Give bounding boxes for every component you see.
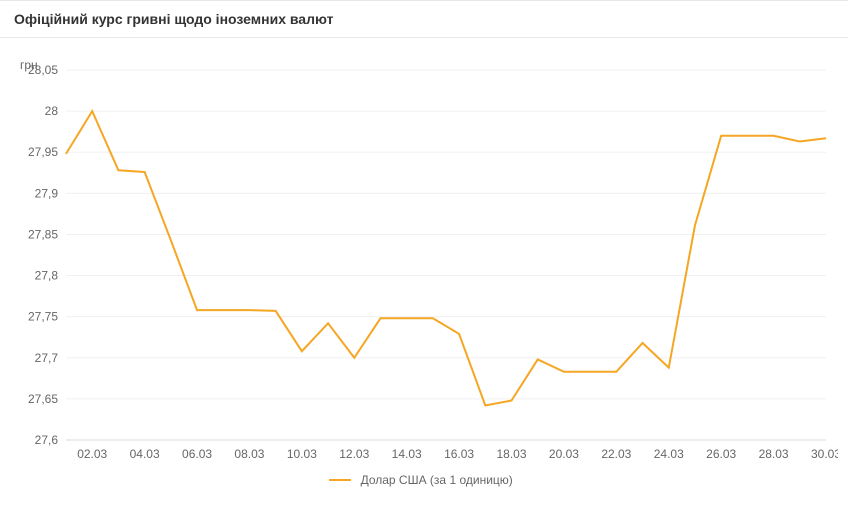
svg-text:27,6: 27,6 <box>35 433 59 447</box>
svg-text:24.03: 24.03 <box>654 447 684 461</box>
yaxis-title: грн <box>20 58 38 72</box>
chart-container: грн 27,6 27,65 27,7 27,75 27,8 27,85 27,9 27,95… <box>0 38 848 478</box>
svg-text:28.03: 28.03 <box>759 447 789 461</box>
svg-text:27,85: 27,85 <box>28 227 58 241</box>
svg-text:27,9: 27,9 <box>35 186 59 200</box>
line-chart: 27,6 27,65 27,7 27,75 27,8 27,85 27,9 27,95 28 28… <box>10 58 838 466</box>
svg-text:16.03: 16.03 <box>444 447 474 461</box>
svg-text:14.03: 14.03 <box>392 447 422 461</box>
svg-text:10.03: 10.03 <box>287 447 317 461</box>
series-line <box>66 111 826 405</box>
svg-text:06.03: 06.03 <box>182 447 212 461</box>
svg-text:22.03: 22.03 <box>601 447 631 461</box>
svg-text:27,65: 27,65 <box>28 392 58 406</box>
svg-text:28: 28 <box>45 104 59 118</box>
svg-text:27,8: 27,8 <box>35 269 59 283</box>
svg-text:27,7: 27,7 <box>35 351 59 365</box>
svg-text:08.03: 08.03 <box>234 447 264 461</box>
svg-text:18.03: 18.03 <box>497 447 527 461</box>
chart-title: Офіційний курс гривні щодо іноземних вал… <box>14 11 834 27</box>
svg-text:02.03: 02.03 <box>77 447 107 461</box>
svg-text:27,95: 27,95 <box>28 145 58 159</box>
svg-text:26.03: 26.03 <box>706 447 736 461</box>
legend-label: Долар США (за 1 одиницю) <box>361 473 513 487</box>
svg-text:20.03: 20.03 <box>549 447 579 461</box>
legend-swatch <box>329 479 351 481</box>
svg-text:04.03: 04.03 <box>130 447 160 461</box>
chart-legend: Долар США (за 1 одиницю) <box>10 466 832 487</box>
svg-text:27,75: 27,75 <box>28 310 58 324</box>
svg-text:30.03: 30.03 <box>811 447 838 461</box>
chart-header: Офіційний курс гривні щодо іноземних вал… <box>0 0 848 38</box>
svg-text:12.03: 12.03 <box>339 447 369 461</box>
